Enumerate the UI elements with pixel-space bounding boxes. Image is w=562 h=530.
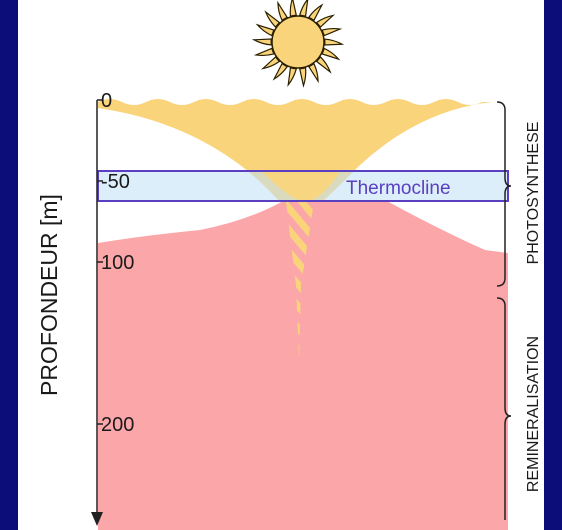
remineralisation-label: REMINERALISATION — [525, 336, 542, 492]
photosynthese-label: PHOTOSYNTHESE — [525, 122, 542, 265]
y-axis-label: PROFONDEUR [m] — [36, 194, 62, 396]
depth-tick-label: 100 — [101, 252, 134, 274]
depth-tick-label: 0 — [101, 90, 112, 112]
thermocline-label: Thermocline — [346, 178, 451, 199]
depth-tick-label: 200 — [101, 414, 134, 436]
depth-tick-label: -50 — [101, 171, 130, 193]
